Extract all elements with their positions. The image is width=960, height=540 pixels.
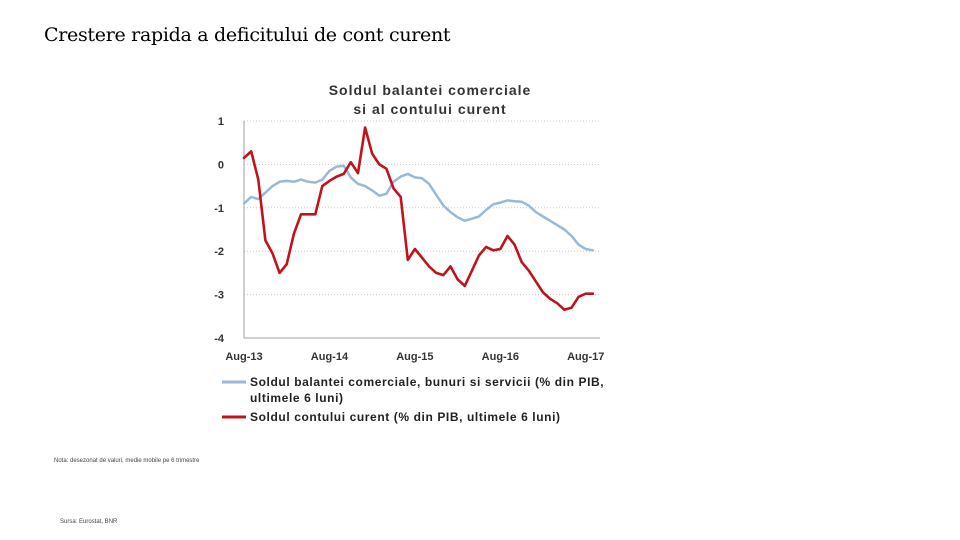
legend-label-trade-balance-line-2: ultimele 6 luni) [250, 391, 344, 405]
current-account-line [242, 126, 595, 312]
x-tick-label: Aug-16 [482, 351, 519, 363]
legend-label-trade-balance-line-1: Soldul balantei comerciale, bunuri si se… [250, 375, 604, 389]
y-tick-label: 1 [218, 116, 224, 128]
chart-title: Soldul balantei comerciale si al contulu… [329, 82, 532, 117]
source-note: Sursa: Eurostat, BNR [60, 519, 118, 525]
footnote: Nota: desezonat de valuri, medie mobile … [54, 458, 200, 464]
x-axis: Aug-13 Aug-14 Aug-15 Aug-16 Aug-17 [225, 351, 604, 363]
gridlines [244, 120, 600, 296]
chart-title-line-1: Soldul balantei comerciale [329, 82, 532, 98]
y-tick-label: 0 [218, 159, 224, 171]
y-tick-label: -3 [214, 290, 224, 302]
x-tick-label: Aug-17 [567, 351, 604, 363]
y-tick-label: -1 [214, 203, 224, 215]
legend: Soldul balantei comerciale, bunuri si se… [222, 375, 604, 424]
legend-label-current-account: Soldul contului curent (% din PIB, ultim… [250, 410, 561, 424]
series-lines [242, 126, 595, 312]
chart-title-line-2: si al contului curent [353, 101, 506, 117]
x-tick-label: Aug-13 [225, 351, 262, 363]
x-tick-label: Aug-14 [311, 351, 349, 363]
y-tick-label: -2 [214, 246, 224, 258]
trade-balance-line [242, 164, 595, 252]
x-tick-label: Aug-15 [396, 351, 433, 363]
slide-title: Crestere rapida a deficitului de cont cu… [44, 24, 451, 46]
y-tick-label: -4 [214, 333, 225, 345]
y-axis: 1 0 -1 -2 -3 -4 [214, 116, 225, 345]
